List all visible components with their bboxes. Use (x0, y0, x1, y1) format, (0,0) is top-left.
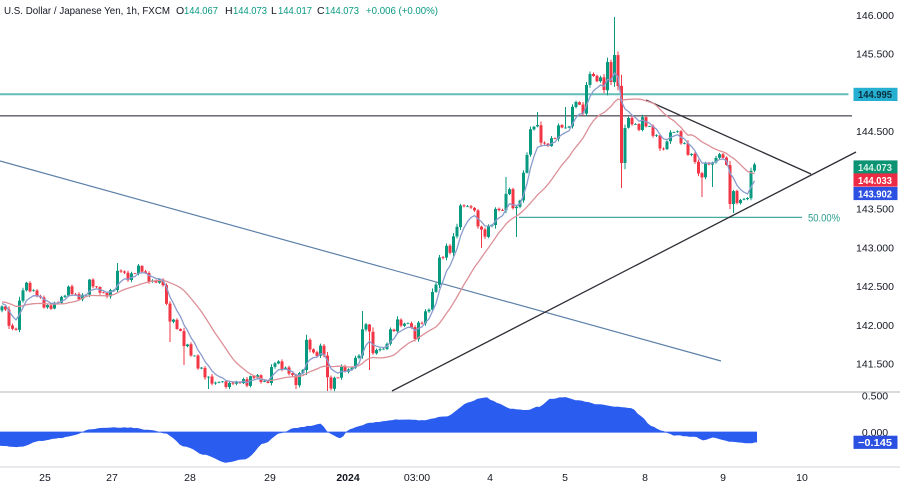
svg-text:27: 27 (106, 472, 118, 484)
svg-text:L: L (271, 5, 277, 17)
svg-text:28: 28 (184, 472, 196, 484)
svg-text:144.500: 144.500 (856, 126, 894, 138)
svg-text:10: 10 (796, 472, 808, 484)
svg-text:142.500: 142.500 (856, 281, 894, 293)
svg-text:4: 4 (487, 472, 493, 484)
svg-text:25: 25 (39, 472, 51, 484)
svg-text:H: H (225, 5, 233, 17)
svg-text:144.017: 144.017 (278, 5, 312, 17)
svg-text:144.073: 144.073 (858, 162, 892, 174)
svg-text:03:00: 03:00 (404, 472, 430, 484)
svg-text:−0.145: −0.145 (858, 437, 892, 449)
svg-text:9: 9 (720, 472, 726, 484)
svg-text:8: 8 (642, 472, 648, 484)
svg-text:0.500: 0.500 (862, 391, 888, 403)
svg-text:144.073: 144.073 (325, 5, 359, 17)
svg-text:29: 29 (264, 472, 276, 484)
svg-text:143.500: 143.500 (856, 204, 894, 216)
svg-text:C: C (317, 5, 325, 17)
svg-text:U.S. Dollar / Japanese Yen, 1h: U.S. Dollar / Japanese Yen, 1h, FXCM (4, 5, 170, 17)
svg-text:142.000: 142.000 (856, 320, 894, 332)
svg-text:146.000: 146.000 (856, 10, 894, 22)
svg-text:+0.006 (+0.00%): +0.006 (+0.00%) (366, 5, 438, 17)
svg-text:143.000: 143.000 (856, 242, 894, 254)
svg-text:144.067: 144.067 (184, 5, 218, 17)
svg-text:5: 5 (562, 472, 568, 484)
svg-text:144.995: 144.995 (858, 89, 892, 101)
svg-text:145.500: 145.500 (856, 49, 894, 61)
svg-text:2024: 2024 (336, 472, 360, 484)
svg-text:141.500: 141.500 (856, 359, 894, 371)
svg-text:143.902: 143.902 (858, 188, 892, 200)
svg-text:O: O (176, 5, 184, 17)
svg-text:144.033: 144.033 (858, 175, 892, 187)
svg-text:144.073: 144.073 (233, 5, 267, 17)
svg-text:50.00%: 50.00% (808, 213, 840, 225)
